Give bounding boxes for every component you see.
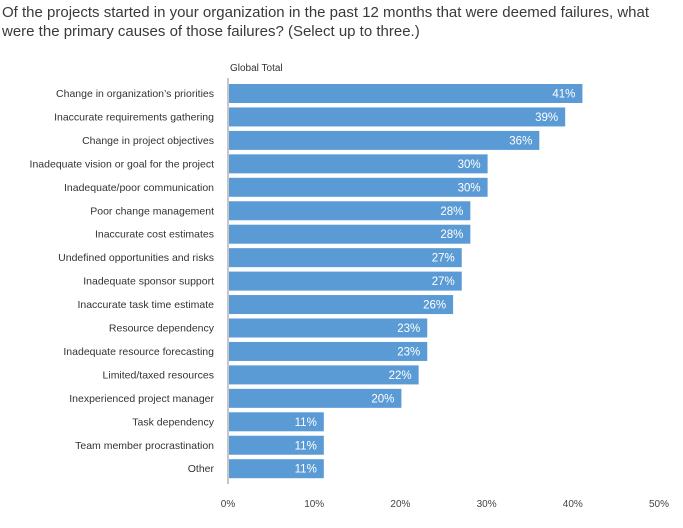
data-label: 41% <box>552 89 575 101</box>
data-label: 27% <box>432 253 455 265</box>
data-label: 11% <box>295 417 317 429</box>
data-label: 23% <box>397 323 420 335</box>
data-label: 30% <box>458 159 481 171</box>
bar <box>229 388 402 408</box>
data-label: 30% <box>458 182 481 194</box>
data-label: 22% <box>389 370 412 382</box>
category-label: Inaccurate requirements gathering <box>54 111 214 123</box>
data-label: 27% <box>432 276 455 288</box>
x-tick-label: 10% <box>304 499 324 510</box>
category-label: Inexperienced project manager <box>69 393 214 405</box>
bar <box>229 154 488 174</box>
data-label: 20% <box>371 393 394 405</box>
bar <box>229 84 583 103</box>
category-label: Inadequate sponsor support <box>83 276 214 288</box>
data-label: 26% <box>423 300 446 312</box>
bar <box>229 130 540 150</box>
bar <box>229 177 488 197</box>
bar <box>229 318 428 338</box>
category-label: Undefined opportunities and risks <box>58 252 214 264</box>
category-label: Inadequate vision or goal for the projec… <box>30 158 215 170</box>
bar <box>229 365 419 385</box>
x-tick-label: 50% <box>649 499 669 510</box>
category-label: Team member procrastination <box>75 440 214 452</box>
bar <box>229 201 471 221</box>
category-label: Task dependency <box>132 416 214 428</box>
category-label: Inaccurate task time estimate <box>77 299 214 311</box>
x-tick-label: 20% <box>390 499 410 510</box>
category-label: Change in project objectives <box>82 135 214 147</box>
x-tick-label: 40% <box>563 499 583 510</box>
bar <box>229 248 462 268</box>
data-label: 11% <box>295 440 317 452</box>
data-label: 39% <box>535 112 558 124</box>
category-label: Inaccurate cost estimates <box>95 229 214 241</box>
data-label: 28% <box>440 206 463 218</box>
category-label: Inadequate/poor communication <box>64 182 214 194</box>
category-label: Limited/taxed resources <box>103 369 214 381</box>
bar <box>229 435 324 455</box>
category-label: Poor change management <box>90 205 214 217</box>
data-label: 36% <box>509 135 532 147</box>
data-label: 11% <box>295 464 317 476</box>
data-label: 28% <box>440 229 463 241</box>
bar <box>229 341 428 361</box>
series-label: Global Total <box>230 63 283 74</box>
category-label: Other <box>188 463 215 475</box>
bar <box>229 412 324 432</box>
category-label: Inadequate resource forecasting <box>63 346 214 358</box>
bar <box>229 107 566 127</box>
bar <box>229 459 324 479</box>
bar <box>229 295 454 315</box>
data-label: 23% <box>397 346 420 358</box>
category-label: Resource dependency <box>109 323 215 335</box>
x-tick-label: 30% <box>477 499 497 510</box>
bar <box>229 224 471 244</box>
chart-title: Of the projects started in your organiza… <box>2 4 650 40</box>
bar <box>229 271 462 291</box>
x-tick-label: 0% <box>221 499 236 510</box>
category-label: Change in organization’s priorities <box>56 88 214 100</box>
